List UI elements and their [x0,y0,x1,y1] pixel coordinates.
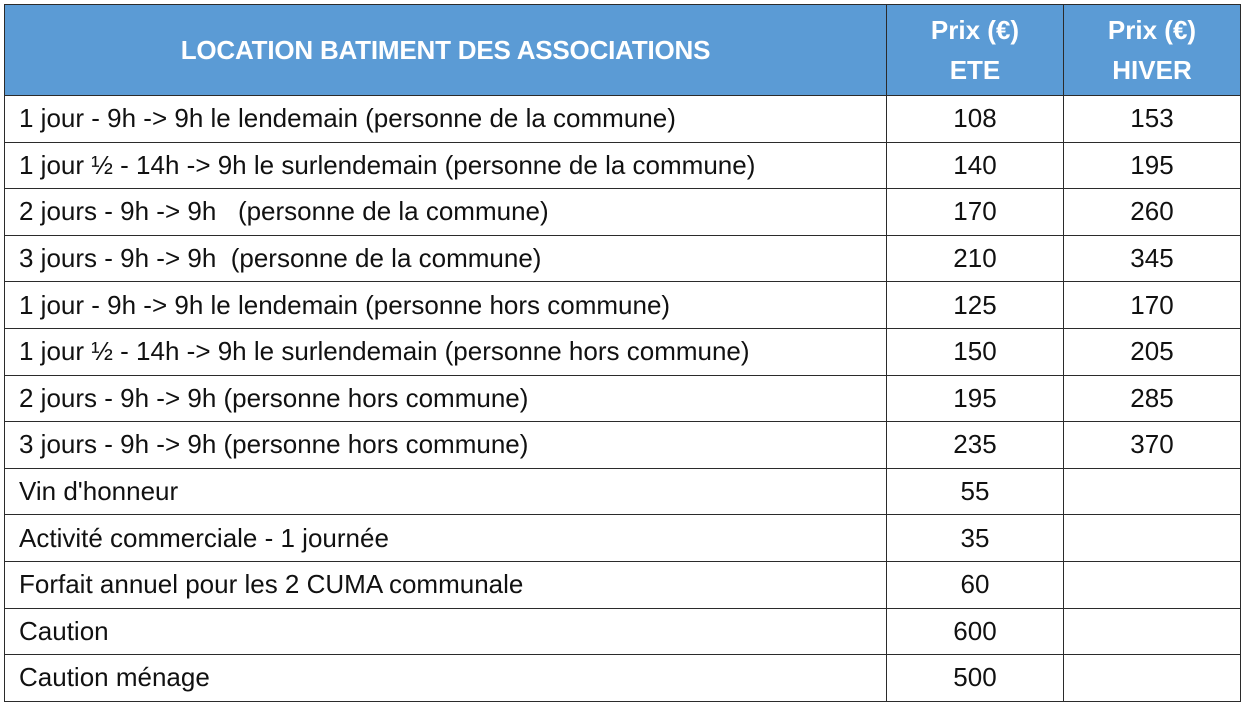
row-price-ete: 55 [886,467,1064,516]
header-price-ete-line1: Prix (€) [930,15,1020,45]
row-price-ete: 150 [886,327,1064,376]
row-price-hiver: 195 [1063,141,1241,190]
table-row: 1 jour ½ - 14h -> 9h le surlendemain (pe… [4,141,1241,190]
table-row: Caution 600 [4,607,1241,656]
table-row: Caution ménage 500 [4,654,1241,702]
price-table: LOCATION BATIMENT DES ASSOCIATIONS Prix … [4,4,1241,702]
row-label: 1 jour - 9h -> 9h le lendemain (personne… [4,281,887,329]
row-label: 1 jour - 9h -> 9h le lendemain (personne… [4,95,887,143]
row-label: 2 jours - 9h -> 9h (personne de la commu… [4,188,887,236]
table-row: 1 jour - 9h -> 9h le lendemain (personne… [4,281,1241,329]
row-price-hiver [1063,607,1241,656]
row-price-hiver: 170 [1063,281,1241,329]
row-label: Vin d'honneur [4,467,887,516]
row-price-ete: 235 [886,421,1064,469]
header-price-hiver-line2: HIVER [1112,55,1192,85]
row-price-hiver [1063,514,1241,562]
row-label: 1 jour ½ - 14h -> 9h le surlendemain (pe… [4,327,887,376]
row-label: 1 jour ½ - 14h -> 9h le surlendemain (pe… [4,141,887,190]
row-price-hiver [1063,654,1241,702]
row-label: Forfait annuel pour les 2 CUMA communale [4,560,887,609]
row-price-ete: 125 [886,281,1064,329]
table-title: LOCATION BATIMENT DES ASSOCIATIONS [4,4,887,96]
header-row: LOCATION BATIMENT DES ASSOCIATIONS Prix … [4,4,1241,96]
row-price-ete: 60 [886,560,1064,609]
table-row: 2 jours - 9h -> 9h (personne de la commu… [4,188,1241,236]
table-row: 2 jours - 9h -> 9h (personne hors commun… [4,374,1241,423]
row-price-hiver: 260 [1063,188,1241,236]
table-row: 3 jours - 9h -> 9h (personne de la commu… [4,234,1241,283]
row-price-ete: 195 [886,374,1064,423]
table-row: Vin d'honneur 55 [4,467,1241,516]
price-table-container: LOCATION BATIMENT DES ASSOCIATIONS Prix … [4,4,1241,702]
table-row: 1 jour - 9h -> 9h le lendemain (personne… [4,95,1241,143]
row-price-ete: 170 [886,188,1064,236]
header-price-hiver-line1: Prix (€) [1107,15,1197,45]
table-row: Forfait annuel pour les 2 CUMA communale… [4,560,1241,609]
row-price-hiver [1063,467,1241,516]
row-price-ete: 600 [886,607,1064,656]
row-label: 3 jours - 9h -> 9h (personne de la commu… [4,234,887,283]
row-price-ete: 35 [886,514,1064,562]
table-row: Activité commerciale - 1 journée 35 [4,514,1241,562]
row-price-hiver: 153 [1063,95,1241,143]
table-row: 3 jours - 9h -> 9h (personne hors commun… [4,421,1241,469]
row-price-hiver: 205 [1063,327,1241,376]
row-price-ete: 140 [886,141,1064,190]
row-price-ete: 210 [886,234,1064,283]
row-price-hiver [1063,560,1241,609]
header-price-hiver: Prix (€) HIVER [1063,4,1241,96]
row-price-ete: 500 [886,654,1064,702]
row-price-hiver: 285 [1063,374,1241,423]
row-label: Activité commerciale - 1 journée [4,514,887,562]
row-label: 3 jours - 9h -> 9h (personne hors commun… [4,421,887,469]
row-label: Caution [4,607,887,656]
header-price-ete: Prix (€) ETE [886,4,1064,96]
row-label: Caution ménage [4,654,887,702]
header-price-ete-line2: ETE [949,55,1001,85]
row-price-hiver: 370 [1063,421,1241,469]
row-price-hiver: 345 [1063,234,1241,283]
row-label: 2 jours - 9h -> 9h (personne hors commun… [4,374,887,423]
table-row: 1 jour ½ - 14h -> 9h le surlendemain (pe… [4,327,1241,376]
row-price-ete: 108 [886,95,1064,143]
